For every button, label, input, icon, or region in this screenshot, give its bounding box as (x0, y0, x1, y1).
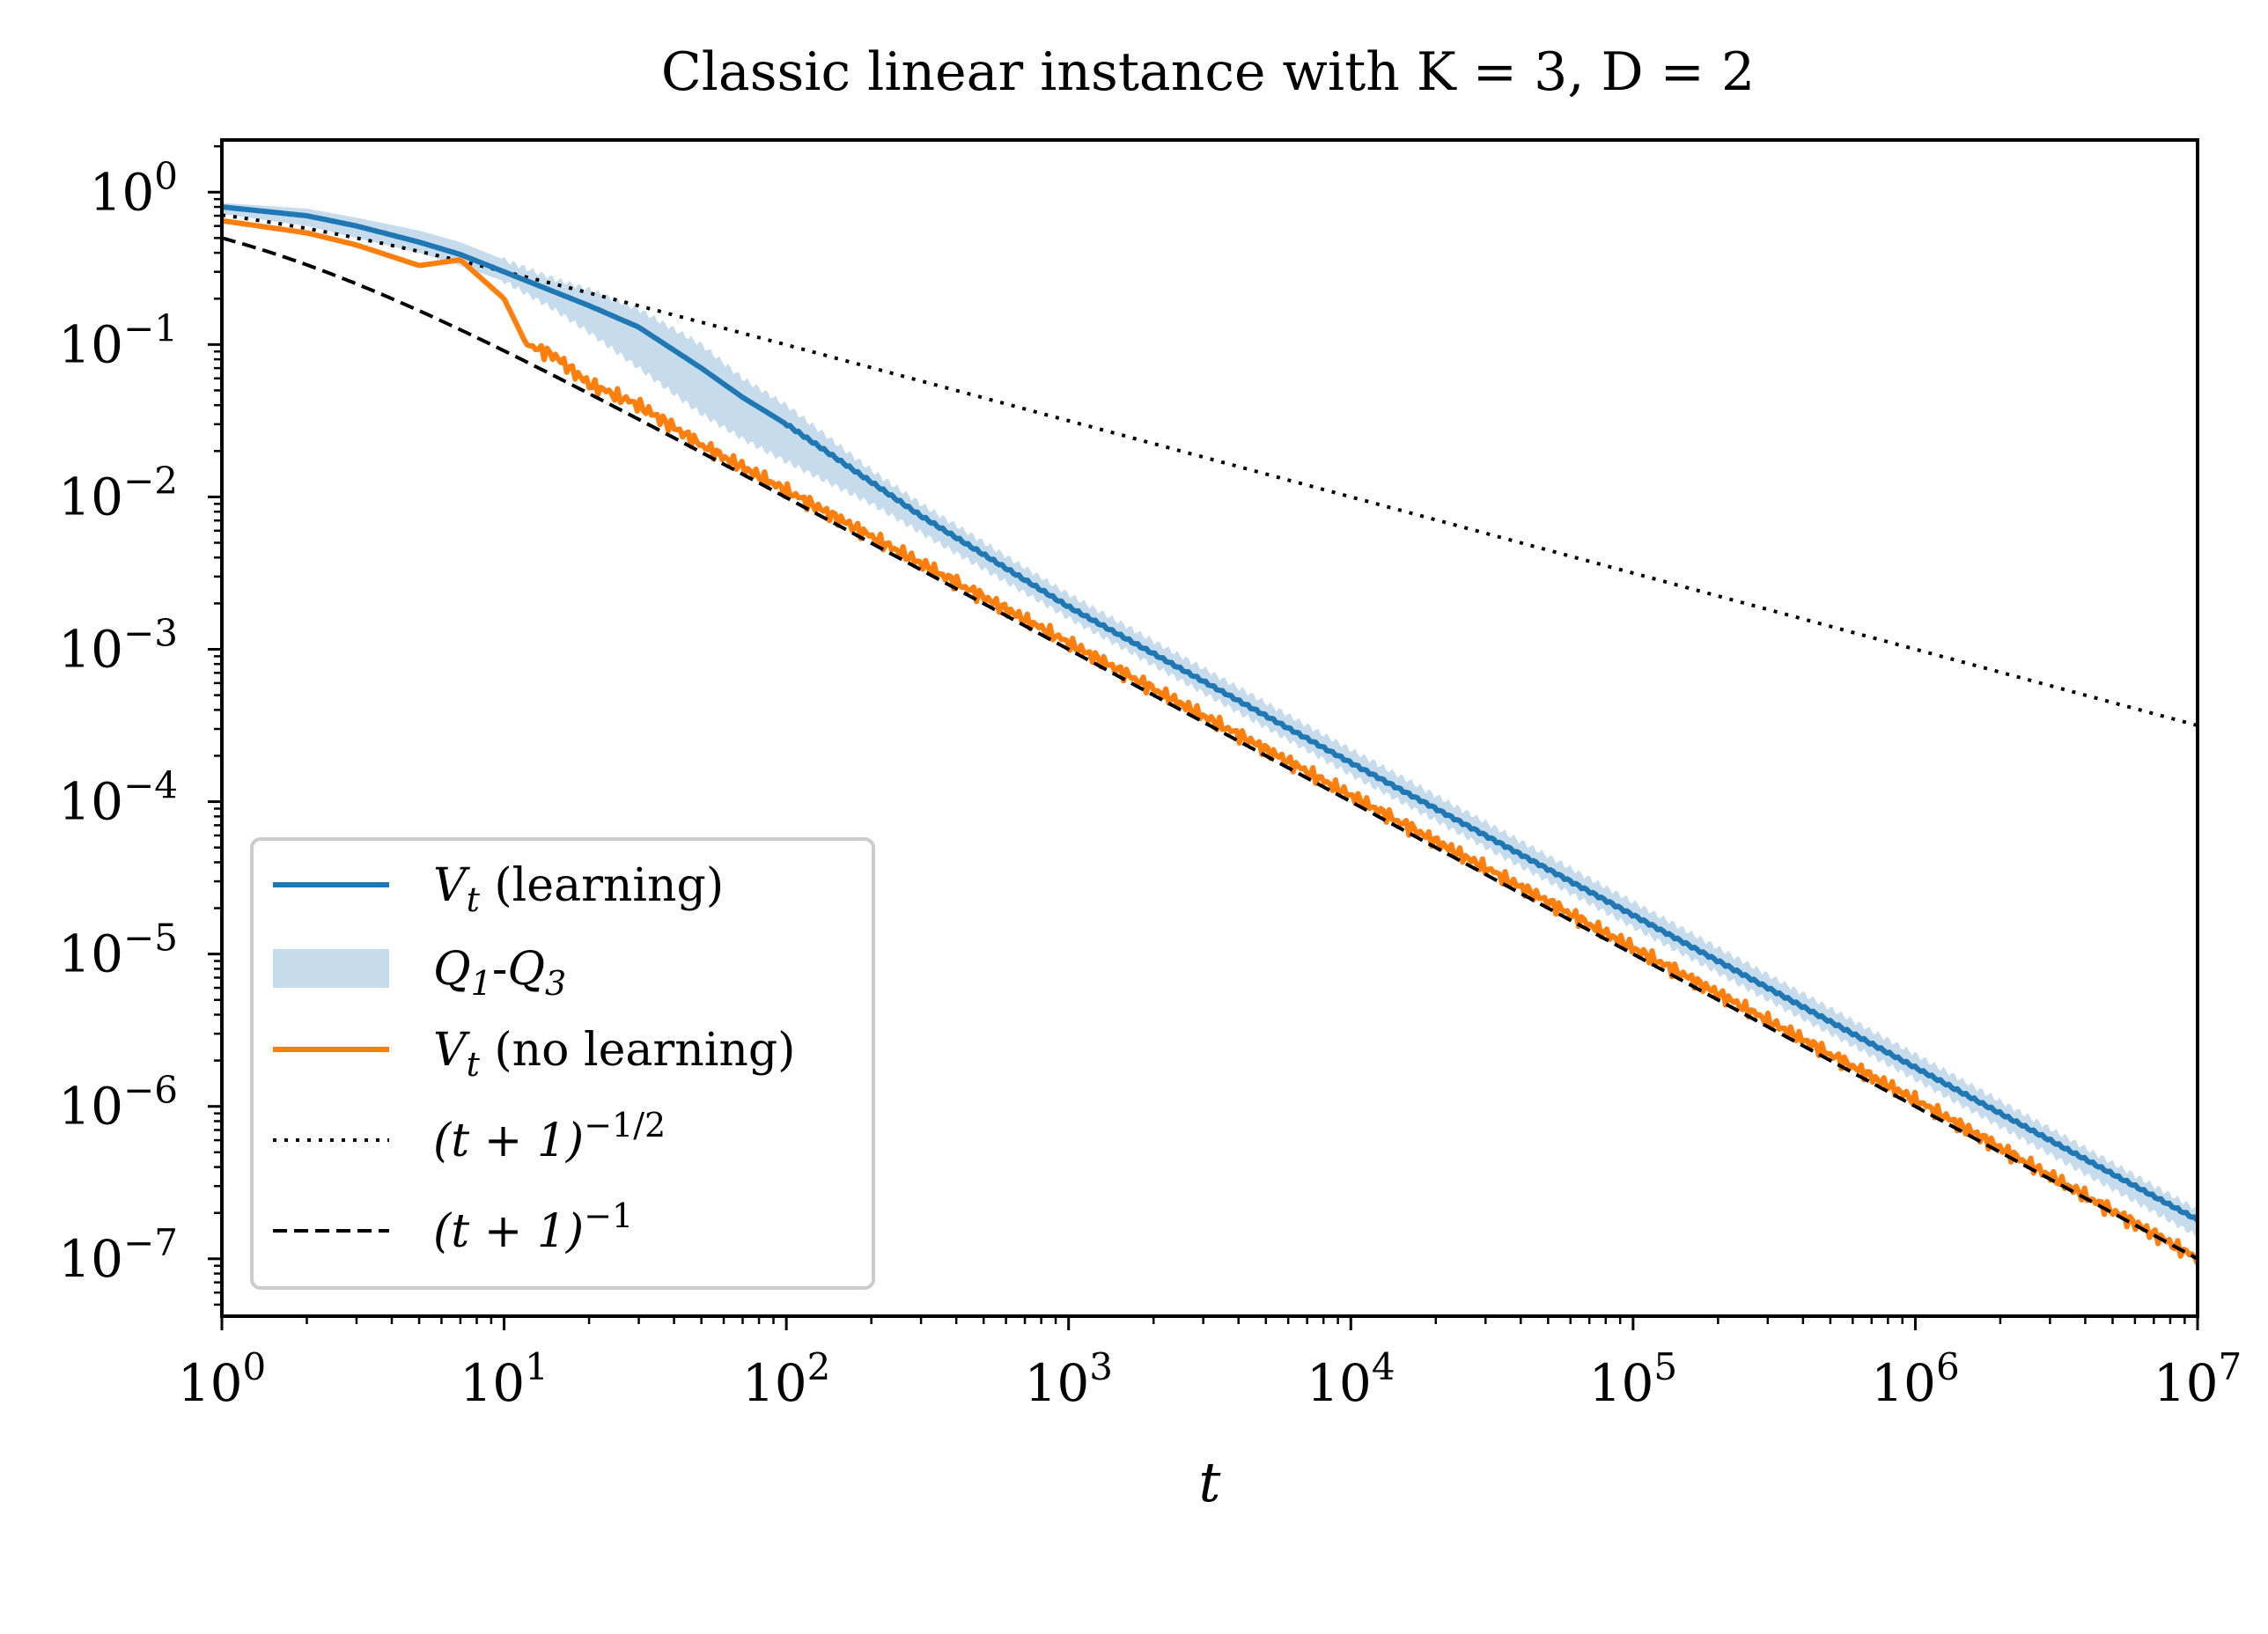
series-line-learning (221, 204, 2200, 1223)
reference-line-inverse (221, 236, 2198, 1261)
series-lines-layer (221, 204, 2200, 1265)
y-tick-label: 10−4 (58, 764, 178, 832)
chart-title: Classic linear instance with K = 3, D = … (661, 41, 1755, 103)
axis-ticks-layer: 100 101 102 103 104 105 106 107 100 10−1 10−2 10−3 1… (58, 144, 2242, 1413)
legend: Vt (learning) Q1-Q3 Vt (no learning) (t + 1… (250, 837, 875, 1290)
x-tick-label: 101 (460, 1345, 549, 1413)
x-tick-label: 104 (1307, 1345, 1395, 1413)
y-tick-label: 100 (89, 154, 178, 222)
x-tick-label: 107 (2154, 1345, 2242, 1413)
legend-label: Vt (no learning) (433, 1024, 795, 1084)
x-tick-label: 103 (1024, 1345, 1113, 1413)
y-tick-label: 10−1 (58, 306, 178, 374)
y-tick-label: 10−6 (58, 1069, 178, 1137)
legend-swatch (273, 949, 389, 988)
x-axis-label: t (1199, 1450, 1221, 1514)
legend-label: Q1-Q3 (433, 943, 566, 1003)
legend-label: (t + 1)−1/2 (433, 1106, 666, 1167)
y-tick-label: 10−5 (58, 916, 178, 984)
reference-line-sqrt (221, 213, 2198, 727)
legend-label: Vt (learning) (433, 859, 724, 919)
x-tick-label: 102 (742, 1345, 831, 1413)
legend-frame (250, 837, 875, 1290)
series-line-no-learning (221, 217, 2200, 1265)
x-tick-label: 105 (1589, 1345, 1678, 1413)
x-tick-label: 100 (178, 1345, 267, 1413)
y-tick-label: 10−7 (58, 1221, 178, 1289)
legend-label: (t + 1)−1 (433, 1196, 633, 1258)
x-tick-label: 106 (1871, 1345, 1960, 1413)
y-tick-label: 10−3 (58, 611, 178, 679)
y-tick-label: 10−2 (58, 459, 178, 526)
